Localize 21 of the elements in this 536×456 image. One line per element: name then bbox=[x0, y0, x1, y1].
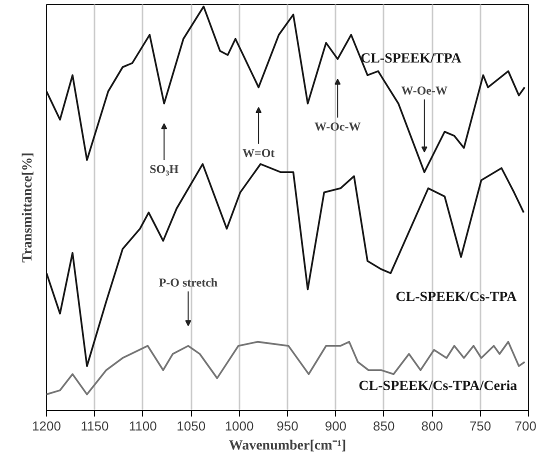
annotation: P-O stretch bbox=[158, 275, 218, 290]
x-tick-label: 700 bbox=[514, 418, 536, 434]
series-label: CL-SPEEK/Cs-TPA/Ceria bbox=[358, 378, 518, 394]
annotation: W-Oe-W bbox=[401, 83, 448, 98]
annotation: SO₃H bbox=[150, 162, 180, 176]
x-tick-label: 1200 bbox=[32, 418, 61, 434]
series-label: CL-SPEEK/TPA bbox=[360, 52, 462, 67]
x-tick-label: 850 bbox=[373, 418, 395, 434]
annotation: W-Oc-W bbox=[314, 120, 361, 134]
x-tick-label: 1050 bbox=[176, 418, 206, 434]
x-tick-label: 1000 bbox=[224, 418, 254, 434]
x-tick-label: 800 bbox=[421, 418, 443, 434]
x-tick-label: 1150 bbox=[80, 418, 109, 434]
x-axis-title: Wavenumber[cm⁻¹] bbox=[228, 438, 346, 454]
x-tick-label: 900 bbox=[324, 418, 347, 434]
series-label: CL-SPEEK/Cs-TPA bbox=[396, 290, 518, 305]
y-axis-title: Transmittance[%] bbox=[20, 152, 36, 263]
x-tick-label: 750 bbox=[469, 418, 492, 434]
annotation: W=Ot bbox=[242, 146, 275, 160]
x-tick-label: 950 bbox=[276, 418, 298, 434]
x-tick-label: 1100 bbox=[128, 418, 157, 434]
